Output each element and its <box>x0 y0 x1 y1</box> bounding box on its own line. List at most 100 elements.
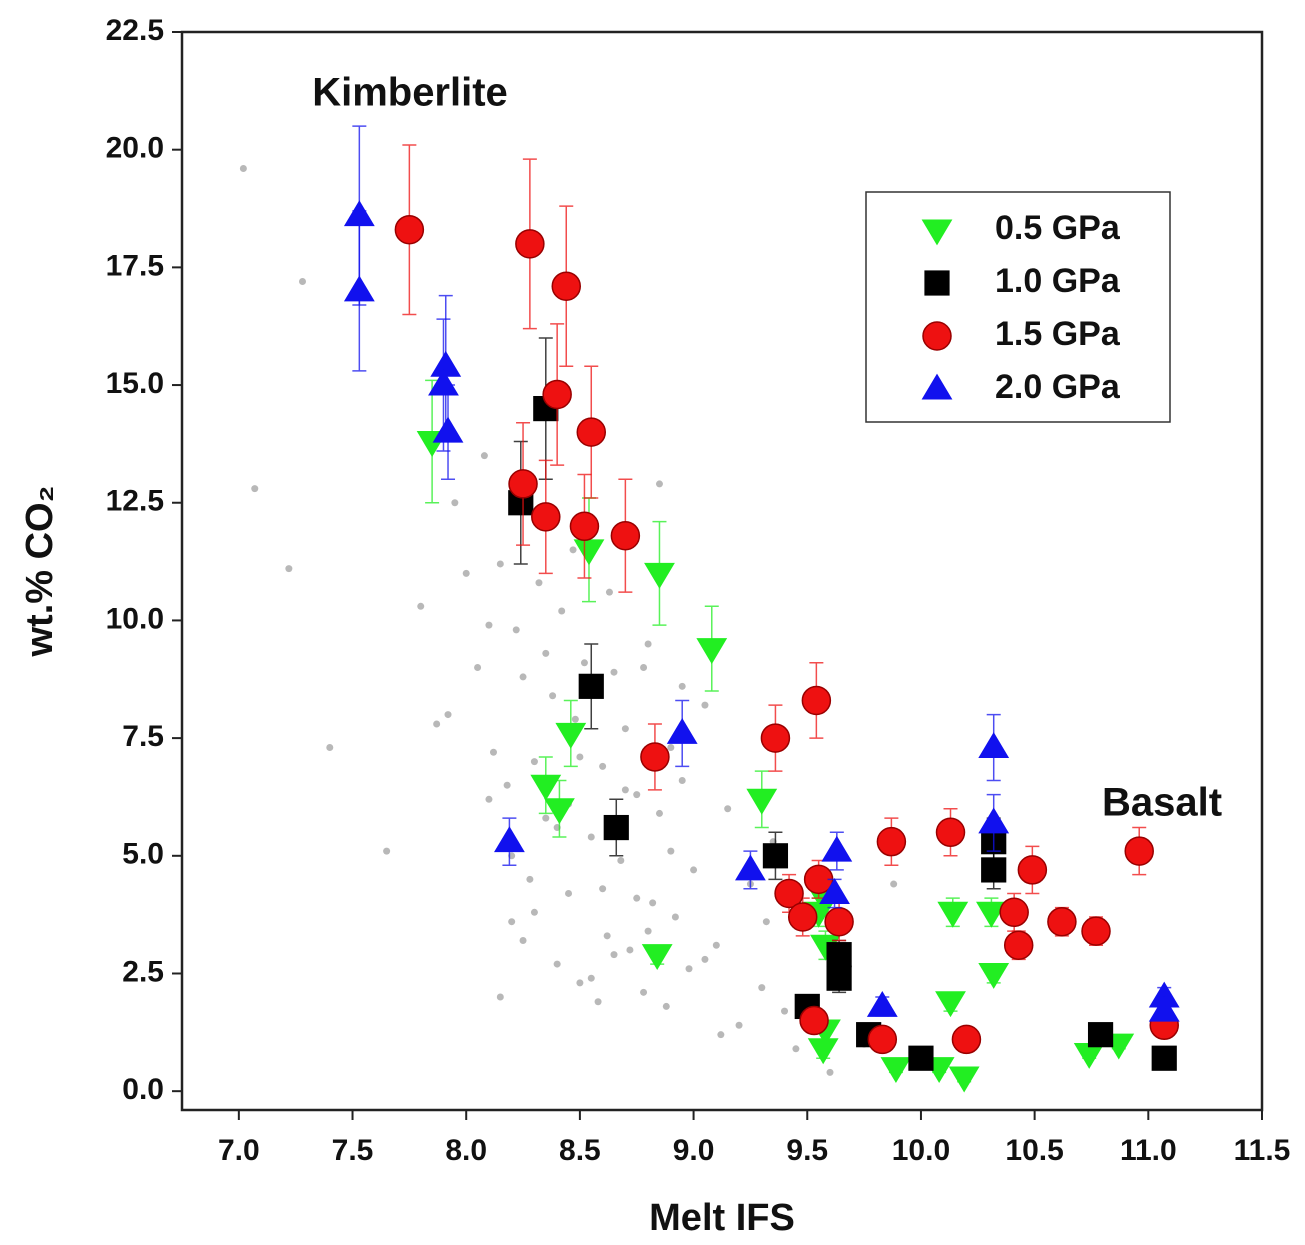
y-tick-label: 20.0 <box>106 132 164 165</box>
point <box>474 664 482 672</box>
point <box>621 786 629 794</box>
point <box>735 854 766 881</box>
point <box>531 502 561 532</box>
x-tick-label: 10.0 <box>892 1134 950 1167</box>
point <box>519 673 527 681</box>
point <box>948 1066 980 1093</box>
point <box>760 723 791 753</box>
point <box>480 452 488 460</box>
point <box>383 847 391 855</box>
point <box>640 988 648 996</box>
point <box>978 732 1010 759</box>
point <box>826 1068 834 1076</box>
x-tick-label: 10.5 <box>1005 1134 1063 1167</box>
point <box>549 692 557 700</box>
y-tick-label: 2.5 <box>122 955 164 988</box>
point <box>644 640 652 648</box>
x-tick-label: 7.0 <box>218 1134 260 1167</box>
point <box>432 416 464 443</box>
point <box>655 809 663 817</box>
point <box>530 908 538 916</box>
point <box>1003 930 1034 960</box>
point <box>821 835 853 862</box>
point <box>1017 855 1048 885</box>
point <box>569 546 577 554</box>
point <box>640 742 670 772</box>
point <box>542 649 550 657</box>
point <box>824 906 854 937</box>
point <box>826 942 852 968</box>
point <box>758 984 766 992</box>
y-axis-label: wt.% CO₂ <box>19 486 61 658</box>
point <box>576 979 584 987</box>
point <box>826 965 852 991</box>
y-tick-label: 12.5 <box>106 485 164 518</box>
point <box>576 417 607 447</box>
point <box>571 715 579 723</box>
point <box>565 889 573 897</box>
point <box>787 902 818 932</box>
point <box>451 499 459 507</box>
point <box>535 579 543 587</box>
point <box>343 200 375 227</box>
point <box>644 562 675 589</box>
point <box>599 885 607 893</box>
legend-label: 1.5 GPa <box>995 315 1121 353</box>
point <box>774 878 804 909</box>
point <box>430 350 462 377</box>
point <box>494 826 525 853</box>
point <box>508 918 516 926</box>
point <box>580 659 588 667</box>
point <box>1087 1022 1114 1048</box>
point <box>587 974 595 982</box>
point <box>503 781 511 789</box>
point <box>610 668 618 676</box>
point <box>530 758 538 766</box>
point <box>633 894 641 902</box>
point <box>551 271 582 301</box>
point <box>640 664 648 672</box>
point <box>1073 1043 1105 1069</box>
legend-label: 0.5 GPa <box>995 209 1121 247</box>
point <box>701 955 709 963</box>
point <box>978 807 1010 834</box>
legend-label: 2.0 GPa <box>995 368 1121 406</box>
point <box>667 744 675 752</box>
point <box>343 275 375 302</box>
point <box>866 991 898 1017</box>
point <box>558 607 566 615</box>
y-tick-label: 5.0 <box>122 838 164 871</box>
point <box>666 718 698 744</box>
point <box>515 229 545 259</box>
point <box>526 875 534 883</box>
point <box>594 998 602 1006</box>
point <box>819 878 850 904</box>
point <box>678 776 686 784</box>
point <box>807 1038 839 1065</box>
point <box>603 932 611 940</box>
point <box>610 951 618 959</box>
y-tick-label: 15.0 <box>106 367 164 400</box>
legend-marker <box>922 321 952 351</box>
point <box>935 991 966 1018</box>
point <box>599 762 607 770</box>
point <box>530 774 562 801</box>
point <box>299 277 307 285</box>
point <box>762 918 770 926</box>
point <box>508 469 538 499</box>
point <box>1148 995 1180 1022</box>
point <box>976 901 1007 928</box>
point <box>1151 1045 1177 1071</box>
point <box>649 899 657 907</box>
x-tick-label: 11.0 <box>1120 1134 1177 1167</box>
point <box>685 965 693 973</box>
point <box>489 748 497 756</box>
point <box>890 880 898 888</box>
y-tick-label: 7.5 <box>122 720 164 753</box>
point <box>569 511 600 542</box>
annotation: Basalt <box>1102 781 1222 825</box>
legend-label: 1.0 GPa <box>995 262 1121 300</box>
point <box>712 941 720 949</box>
point <box>781 1007 789 1015</box>
point <box>428 369 459 396</box>
